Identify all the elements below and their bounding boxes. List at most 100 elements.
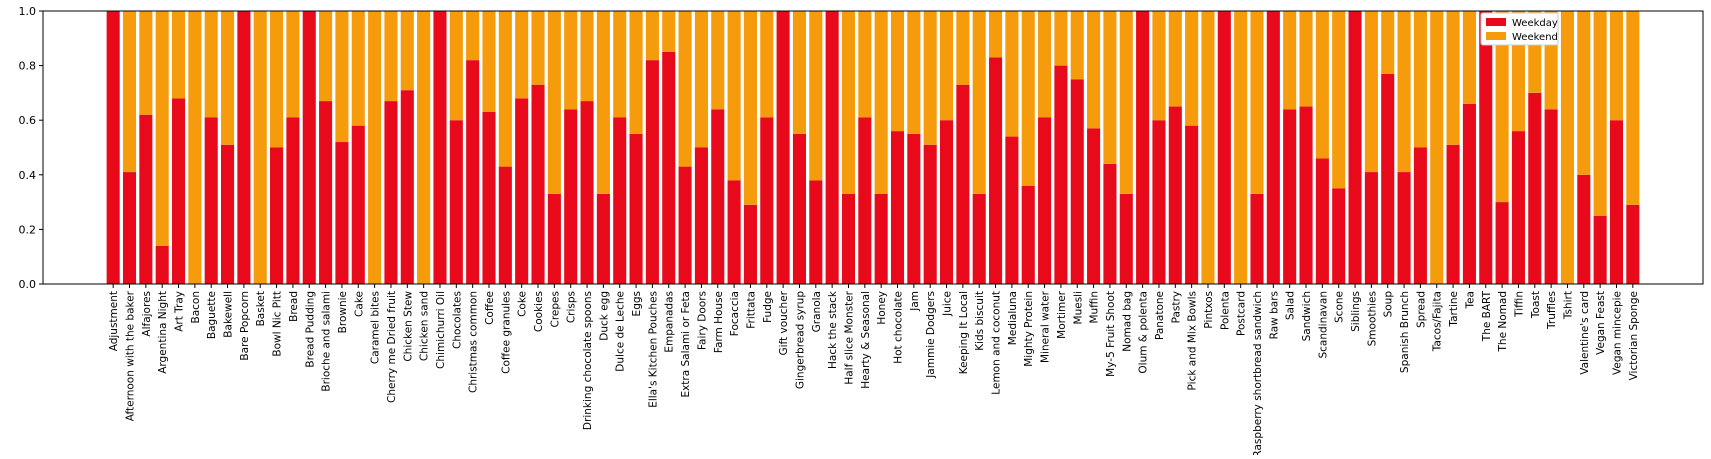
x-tick-label: Baguette — [206, 291, 218, 339]
bar-weekday-92 — [1609, 120, 1624, 284]
legend-swatch-weekend — [1486, 32, 1506, 40]
bar-weekday-42 — [792, 133, 806, 284]
bar-weekday-22 — [466, 60, 480, 284]
x-tick-label: Bare Popcorn — [239, 291, 251, 361]
bar-weekend-40 — [760, 11, 774, 118]
bar-weekend-92 — [1609, 11, 1624, 121]
bar-weekend-14 — [335, 11, 349, 143]
x-tick-label: Crepes — [549, 291, 561, 327]
x-tick-label: Victorian Sponge — [1628, 291, 1640, 380]
bar-weekend-53 — [972, 11, 986, 194]
bar-weekday-43 — [809, 180, 823, 284]
bar-weekday-45 — [841, 193, 856, 284]
y-tick-label: 0.0 — [19, 278, 37, 291]
bar-weekday-28 — [564, 109, 578, 284]
x-tick-label: Scone — [1334, 291, 1346, 323]
bar-weekday-93 — [1626, 204, 1640, 284]
bar-weekday-27 — [547, 193, 561, 284]
bar-weekday-65 — [1168, 106, 1182, 284]
bar-weekday-49 — [907, 133, 921, 284]
x-tick-label: Frittata — [745, 291, 757, 329]
legend-swatch-weekday — [1486, 18, 1506, 26]
x-tick-label: Bread Pudding — [304, 291, 316, 368]
bar-weekend-6 — [204, 11, 218, 118]
bar-weekend-36 — [694, 11, 708, 148]
bar-weekday-11 — [286, 117, 300, 284]
x-tick-label: Cherry me Dried fruit — [386, 291, 398, 403]
x-tick-label: Fairy Doors — [696, 291, 708, 350]
x-tick-label: Afternoon with the baker — [125, 290, 137, 421]
bar-weekend-57 — [1038, 11, 1052, 118]
bar-weekend-33 — [645, 11, 659, 61]
x-tick-label: Coffee granules — [500, 291, 512, 374]
bar-weekend-18 — [400, 11, 414, 91]
bar-weekend-9 — [253, 11, 267, 284]
bar-weekend-42 — [792, 11, 806, 134]
bar-weekend-81 — [1430, 11, 1444, 284]
bar-weekday-50 — [923, 144, 937, 284]
x-tick-label: Ella's Kitchen Pouches — [647, 291, 659, 408]
bar-weekend-60 — [1087, 11, 1101, 129]
bar-weekend-55 — [1005, 11, 1019, 137]
x-tick-label: The BART — [1481, 290, 1493, 342]
x-tick-label: Fudge — [762, 291, 774, 323]
bar-weekday-70 — [1250, 193, 1264, 284]
bar-weekday-76 — [1348, 11, 1362, 284]
bar-weekday-35 — [678, 166, 692, 284]
x-tick-label: Argentina Night — [157, 291, 169, 374]
bar-weekday-52 — [956, 84, 970, 285]
bar-weekday-36 — [694, 147, 708, 284]
bar-weekend-83 — [1462, 11, 1476, 104]
bar-weekday-0 — [106, 11, 120, 284]
x-tick-label: Hearty & Seasonal — [860, 291, 872, 389]
bar-weekend-24 — [498, 11, 512, 167]
bar-weekend-93 — [1626, 11, 1640, 205]
bar-weekday-63 — [1136, 11, 1150, 284]
bar-weekend-26 — [531, 11, 545, 85]
bar-weekend-52 — [956, 11, 970, 85]
x-tick-label: Mineral water — [1040, 290, 1052, 363]
x-tick-label: Soup — [1383, 291, 1395, 318]
bar-weekend-74 — [1315, 11, 1329, 159]
x-tick-label: Raw bars — [1268, 291, 1280, 339]
x-tick-label: Chicken Stew — [402, 291, 414, 362]
bar-weekday-29 — [580, 101, 594, 284]
bar-weekend-31 — [613, 11, 627, 118]
bar-weekday-86 — [1511, 131, 1525, 284]
bar-weekday-84 — [1479, 11, 1493, 284]
bar-weekday-38 — [727, 180, 741, 284]
x-tick-label: Mortimer — [1056, 290, 1068, 339]
x-tick-label: Honey — [876, 291, 888, 325]
y-tick-label: 1.0 — [19, 5, 37, 18]
bar-weekday-20 — [433, 11, 447, 284]
bar-weekday-46 — [858, 117, 872, 284]
bar-weekend-2 — [139, 11, 153, 115]
bar-weekday-82 — [1446, 144, 1460, 284]
bar-weekend-15 — [351, 11, 365, 126]
y-tick-label: 0.4 — [19, 169, 37, 182]
x-tick-label: Muffin — [1089, 291, 1101, 324]
x-tick-label: Muesli — [1072, 291, 1084, 324]
bar-weekend-17 — [384, 11, 398, 102]
bar-weekday-87 — [1528, 92, 1542, 285]
bar-weekend-73 — [1299, 11, 1313, 107]
bar-weekend-75 — [1332, 11, 1346, 189]
bar-weekend-69 — [1234, 11, 1248, 284]
bar-weekend-91 — [1593, 11, 1607, 216]
legend-label-weekday: Weekday — [1512, 18, 1558, 29]
bar-weekday-23 — [482, 112, 496, 284]
bar-weekday-90 — [1577, 174, 1591, 284]
bar-weekday-73 — [1299, 106, 1313, 284]
bar-weekday-14 — [335, 142, 349, 284]
bar-weekend-19 — [417, 11, 431, 284]
x-tick-label: Empanadas — [664, 291, 676, 353]
bar-weekday-4 — [172, 98, 186, 284]
x-tick-label: Caramel bites — [370, 291, 382, 364]
x-tick-label: Mighty Protein — [1023, 291, 1035, 367]
x-tick-label: Extra Salami or Feta — [680, 291, 692, 398]
bar-weekday-48 — [890, 131, 905, 284]
bar-weekday-83 — [1462, 103, 1476, 284]
bar-weekend-78 — [1381, 11, 1395, 74]
